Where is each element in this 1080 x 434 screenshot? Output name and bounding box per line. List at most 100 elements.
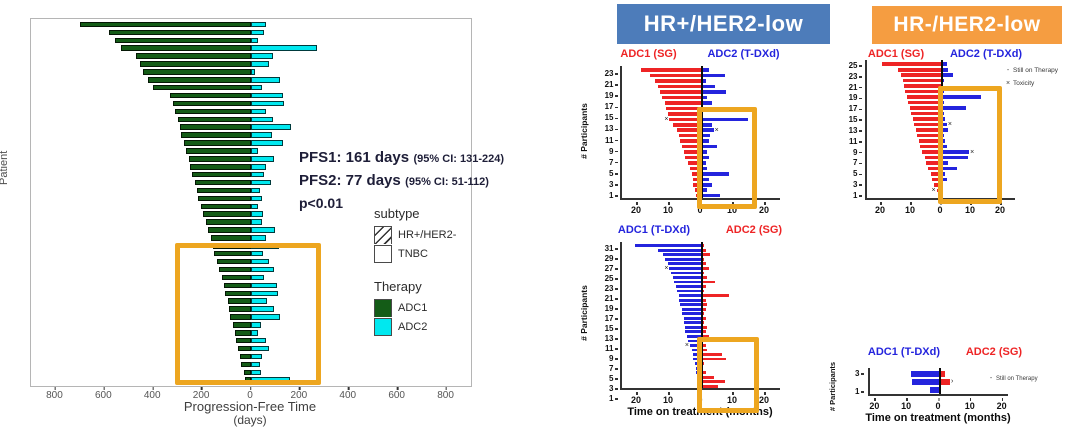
plot-b-series-labels: ADC1 (SG) ADC2 (T-DXd) <box>855 48 1035 60</box>
bar-left <box>683 316 701 320</box>
toxicity-marker-icon: × <box>931 186 936 194</box>
x-tick: 600 <box>388 387 405 401</box>
bar-left <box>674 280 701 284</box>
y-tick: 5 <box>594 169 618 178</box>
bar-left <box>927 166 941 171</box>
y-tick <box>594 179 618 180</box>
bar-left <box>688 161 701 165</box>
y-tick: 13 <box>838 126 862 135</box>
bar-left <box>667 112 701 116</box>
bar-left <box>243 369 251 376</box>
chart-row <box>622 348 780 352</box>
x-tick: 200 <box>192 387 210 401</box>
y-tick: 9 <box>838 148 862 157</box>
chart-row <box>867 106 1015 110</box>
chart-row <box>31 155 471 162</box>
p-value: p<0.01 <box>299 195 343 211</box>
bar-right <box>251 282 277 289</box>
chart-row <box>622 316 780 321</box>
chart-row: × <box>622 127 780 134</box>
bar-right <box>941 177 947 182</box>
subtype-legend-item-hr: HR+/HER2- <box>374 225 456 244</box>
bar-left <box>669 267 701 270</box>
bar-right <box>701 267 709 270</box>
y-tick <box>838 147 862 148</box>
header-hr-positive: HR+/HER2-low <box>617 4 830 44</box>
header-hr-negative: HR-/HER2-low <box>872 6 1062 44</box>
bar-right <box>251 361 260 368</box>
bar-left <box>677 128 701 132</box>
x-tick: 20 <box>630 392 642 405</box>
bar-right <box>701 262 706 266</box>
bar-left <box>227 298 251 304</box>
chart-row <box>622 144 780 149</box>
chart-row <box>622 248 780 253</box>
bar-left <box>175 108 251 115</box>
main-x-axis-label: Progression-Free Time <box>183 399 317 414</box>
bar-left <box>237 345 251 352</box>
bar-right <box>251 235 266 241</box>
chart-row: × <box>867 149 1015 156</box>
chart-row <box>31 337 471 344</box>
bar-left <box>664 257 701 261</box>
pfs1-median: PFS1: 161 days <box>299 149 410 166</box>
bar-left <box>177 116 251 123</box>
bar-left <box>186 148 251 154</box>
bar-right <box>701 68 709 72</box>
chart-row <box>622 68 780 72</box>
bar-right <box>941 161 949 165</box>
still-on-therapy-marker-icon: - <box>1006 67 1010 74</box>
bar-left <box>926 161 941 165</box>
pfs1-ci: (95% CI: 131-224) <box>413 153 505 165</box>
bar-left <box>659 90 701 94</box>
bar-left <box>229 306 251 312</box>
chart-row <box>31 187 471 194</box>
y-tick: 9 <box>594 147 618 156</box>
chart-row <box>31 100 471 107</box>
bar-right <box>941 144 947 149</box>
legend-still-on-therapy: - Still on Therapy <box>986 372 1038 385</box>
bar-right <box>701 384 719 388</box>
bar-left <box>932 177 941 182</box>
pfs-butterfly-plot-panel: PFS1: 161 days (95% CI: 131-224) PFS2: 7… <box>30 18 504 387</box>
chart-row <box>31 282 471 289</box>
chart-row <box>31 76 471 83</box>
y-tick: 21 <box>838 83 862 92</box>
bar-left <box>224 282 251 289</box>
plot-d-right-label: ADC2 (SG) <box>965 346 1023 358</box>
chart-row <box>31 203 471 210</box>
chart-row: › <box>870 378 1008 385</box>
toxicity-marker-icon: × <box>664 115 669 123</box>
bar-right <box>701 128 714 132</box>
chart-row <box>31 345 471 352</box>
still-on-therapy-marker-icon: › <box>950 378 954 386</box>
bar-right <box>701 276 708 279</box>
bar-right <box>939 370 946 377</box>
bar-left <box>203 211 251 217</box>
bar-left <box>136 53 251 59</box>
bar-left <box>205 219 251 225</box>
bar-right <box>251 219 262 225</box>
bar-right <box>701 294 730 298</box>
bar-right <box>701 285 706 288</box>
bar-right <box>251 61 270 67</box>
bar-right <box>251 100 284 107</box>
chart-row <box>31 37 471 44</box>
bar-left <box>183 140 251 146</box>
chart-row <box>31 290 471 297</box>
bar-left <box>921 150 941 154</box>
bar-left <box>672 276 701 279</box>
bar-right <box>701 303 708 307</box>
y-tick: 17 <box>594 103 618 111</box>
plot-d-y-axis-label: # Participants <box>828 361 838 412</box>
bar-right <box>251 77 281 83</box>
chart-row <box>622 289 780 293</box>
bar-right <box>701 133 711 138</box>
bar-right <box>701 95 708 100</box>
chart-row <box>622 166 780 171</box>
bar-left <box>115 37 251 44</box>
plot-a-y-ticks: 23 21 19 17 15 13 11 9 7 5 3 1 <box>594 66 618 200</box>
y-tick <box>838 158 862 159</box>
main-y-axis-label: Patient <box>0 150 10 185</box>
